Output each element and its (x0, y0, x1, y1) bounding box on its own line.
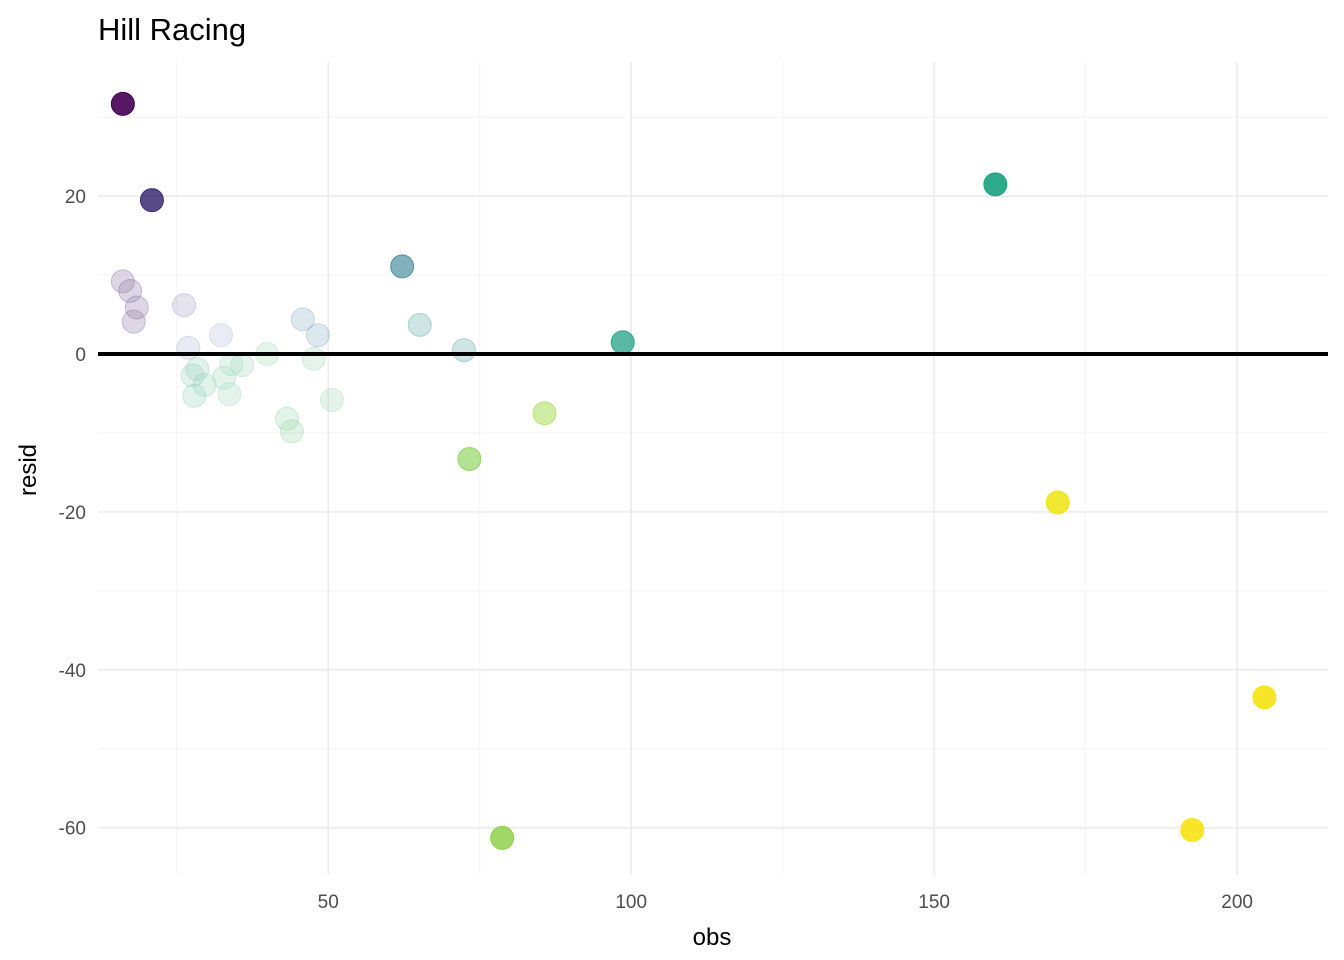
data-point (217, 382, 242, 407)
y-axis-title: resid (15, 444, 42, 496)
data-point (610, 330, 635, 355)
data-point (275, 406, 300, 431)
data-point (185, 357, 210, 382)
x-axis-title: obs (693, 924, 732, 951)
x-tick-label: 100 (615, 892, 647, 913)
data-point (1180, 818, 1205, 843)
data-point (192, 372, 217, 397)
data-point (290, 307, 315, 332)
data-point (1045, 490, 1070, 515)
data-point (121, 309, 146, 334)
x-axis-tick-labels: 50 100 150 200 (318, 892, 1253, 913)
data-point (390, 254, 415, 279)
y-tick-label: -20 (59, 503, 86, 524)
x-tick-label: 200 (1221, 892, 1253, 913)
minor-gridlines (98, 62, 1328, 875)
data-point (209, 323, 233, 348)
data-point (110, 269, 135, 294)
data-point (118, 278, 143, 303)
data-points (110, 91, 1277, 850)
data-point (407, 312, 432, 337)
major-gridlines (98, 62, 1328, 875)
chart-title: Hill Racing (98, 12, 246, 47)
y-axis-tick-labels: -60 -40 -20 0 20 (59, 187, 86, 839)
data-point (457, 447, 482, 472)
data-point (172, 293, 197, 318)
data-point (451, 338, 476, 363)
x-tick-label: 50 (318, 892, 339, 913)
data-point (305, 323, 330, 348)
data-point (532, 401, 557, 426)
y-tick-label: 0 (75, 345, 86, 366)
data-point (983, 172, 1008, 197)
data-point (180, 363, 205, 388)
data-point (301, 346, 326, 371)
data-point (110, 91, 135, 116)
y-tick-label: -60 (59, 819, 86, 840)
data-point (139, 188, 164, 213)
data-point (124, 295, 149, 320)
y-tick-label: 20 (65, 187, 86, 208)
x-tick-label: 150 (918, 892, 950, 913)
data-point (230, 353, 255, 378)
data-point (490, 825, 515, 850)
data-point (279, 419, 304, 444)
y-tick-label: -40 (59, 661, 86, 682)
data-point (1252, 685, 1277, 710)
data-point (182, 383, 207, 408)
data-point (212, 365, 237, 390)
data-point (319, 387, 344, 412)
